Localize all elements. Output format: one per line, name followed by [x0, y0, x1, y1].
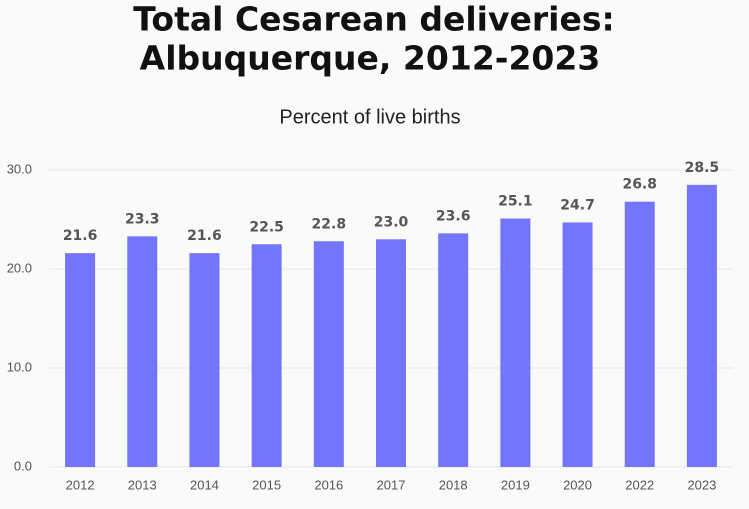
- bar: [189, 253, 220, 467]
- bar: [251, 244, 282, 467]
- y-tick-label: 30.0: [7, 161, 32, 176]
- value-label: 23.0: [374, 214, 409, 230]
- x-tick-label: 2013: [128, 477, 157, 492]
- value-label: 22.5: [249, 219, 284, 235]
- x-tick-label: 2016: [314, 477, 343, 492]
- x-tick-label: 2023: [687, 477, 716, 492]
- bar: [562, 222, 593, 467]
- y-tick-label: 0.0: [14, 458, 32, 473]
- chart-title: Total Cesarean deliveries:: [133, 0, 614, 39]
- value-label: 24.7: [560, 197, 595, 213]
- x-tick-label: 2022: [625, 477, 654, 492]
- chart-subtitle: Percent of live births: [279, 106, 460, 128]
- x-tick-label: 2014: [190, 477, 219, 492]
- bar: [686, 184, 717, 467]
- x-tick-label: 2017: [377, 477, 406, 492]
- bar: [127, 236, 158, 467]
- x-tick-label: 2020: [563, 477, 592, 492]
- value-label: 25.1: [498, 194, 533, 210]
- bar: [500, 218, 531, 467]
- value-label: 23.3: [125, 211, 160, 227]
- value-label: 22.8: [312, 216, 347, 232]
- x-tick-label: 2018: [439, 477, 468, 492]
- value-label: 21.6: [63, 228, 98, 244]
- bar: [624, 201, 655, 467]
- x-tick-label: 2012: [66, 477, 95, 492]
- x-tick-label: 2019: [501, 477, 530, 492]
- chart-title: Albuquerque, 2012-2023: [140, 39, 601, 78]
- value-label: 21.6: [187, 228, 222, 244]
- bar: [65, 253, 96, 467]
- bar: [376, 239, 406, 467]
- y-tick-label: 20.0: [7, 260, 32, 275]
- bar: [313, 241, 344, 467]
- value-label: 28.5: [685, 160, 720, 176]
- y-tick-label: 10.0: [7, 359, 32, 374]
- value-label: 26.8: [622, 177, 657, 193]
- x-tick-label: 2015: [252, 477, 281, 492]
- value-label: 23.6: [436, 208, 471, 224]
- bar: [438, 233, 469, 467]
